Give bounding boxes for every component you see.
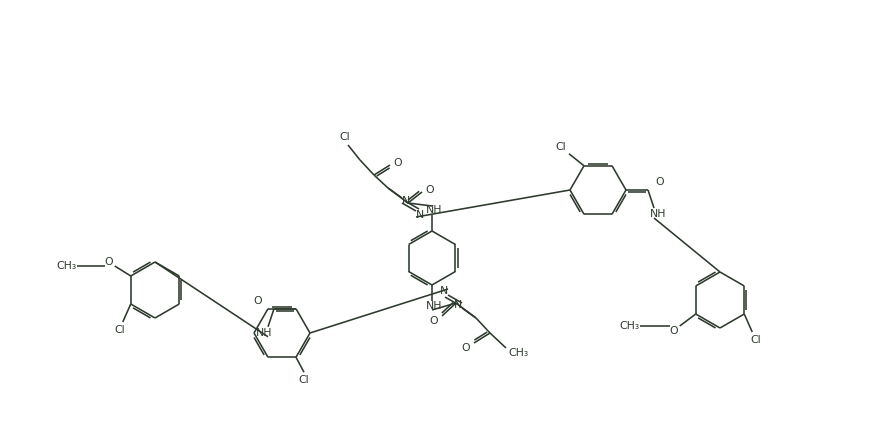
Text: O: O [104, 257, 113, 267]
Text: NH: NH [650, 209, 667, 219]
Text: O: O [461, 343, 470, 353]
Text: O: O [430, 316, 438, 326]
Text: N: N [402, 196, 410, 206]
Text: O: O [394, 158, 403, 168]
Text: NH: NH [256, 328, 272, 338]
Text: N: N [440, 286, 448, 296]
Text: N: N [454, 300, 462, 310]
Text: CH₃: CH₃ [57, 261, 77, 271]
Text: CH₃: CH₃ [508, 348, 528, 358]
Text: NH: NH [425, 301, 442, 311]
Text: O: O [656, 177, 664, 187]
Text: Cl: Cl [299, 375, 310, 385]
Text: Cl: Cl [114, 325, 125, 335]
Text: O: O [253, 296, 262, 306]
Text: CH₃: CH₃ [620, 321, 640, 331]
Text: Cl: Cl [750, 335, 760, 345]
Text: NH: NH [425, 205, 442, 215]
Text: O: O [669, 326, 678, 336]
Text: O: O [425, 185, 434, 195]
Text: Cl: Cl [339, 132, 350, 142]
Text: Cl: Cl [556, 142, 567, 152]
Text: N: N [416, 210, 424, 220]
